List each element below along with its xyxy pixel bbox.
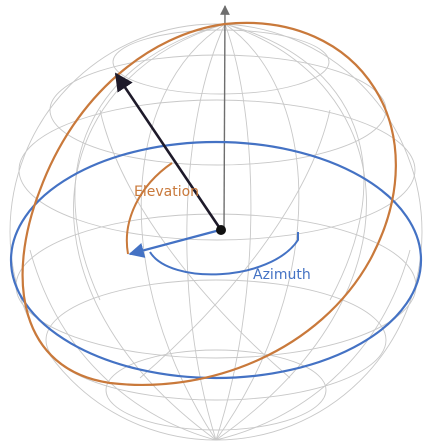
equator-circle (9, 140, 423, 380)
meridian-line (215, 23, 300, 441)
latitude-ring (18, 99, 416, 241)
elevation-arc (125, 162, 173, 255)
meridian-line (215, 23, 252, 441)
sphere-wireframe (9, 23, 423, 441)
meridian-line (74, 23, 226, 301)
elevation-label: Elevation (134, 184, 199, 200)
vertical-axis (220, 5, 230, 231)
azimuth-projection-arrow (128, 228, 221, 258)
direction-vector-arrow (114, 72, 223, 231)
azimuth-arc (149, 232, 299, 276)
latitude-ring (105, 349, 327, 431)
meridian-line (215, 249, 411, 441)
meridian-line (186, 23, 226, 441)
elevation-great-circle (21, 21, 397, 387)
meridian-line (215, 23, 367, 441)
meridian-line (29, 249, 217, 441)
meridian-line (99, 109, 291, 379)
meridian-line (224, 23, 365, 301)
meridian-line (73, 23, 226, 441)
latitude-ring (45, 279, 387, 401)
latitude-ring (112, 29, 330, 95)
azimuth-label: Azimuth (253, 267, 311, 283)
meridian-line (139, 109, 331, 379)
origin-point (216, 225, 226, 235)
meridian-line (140, 23, 226, 441)
